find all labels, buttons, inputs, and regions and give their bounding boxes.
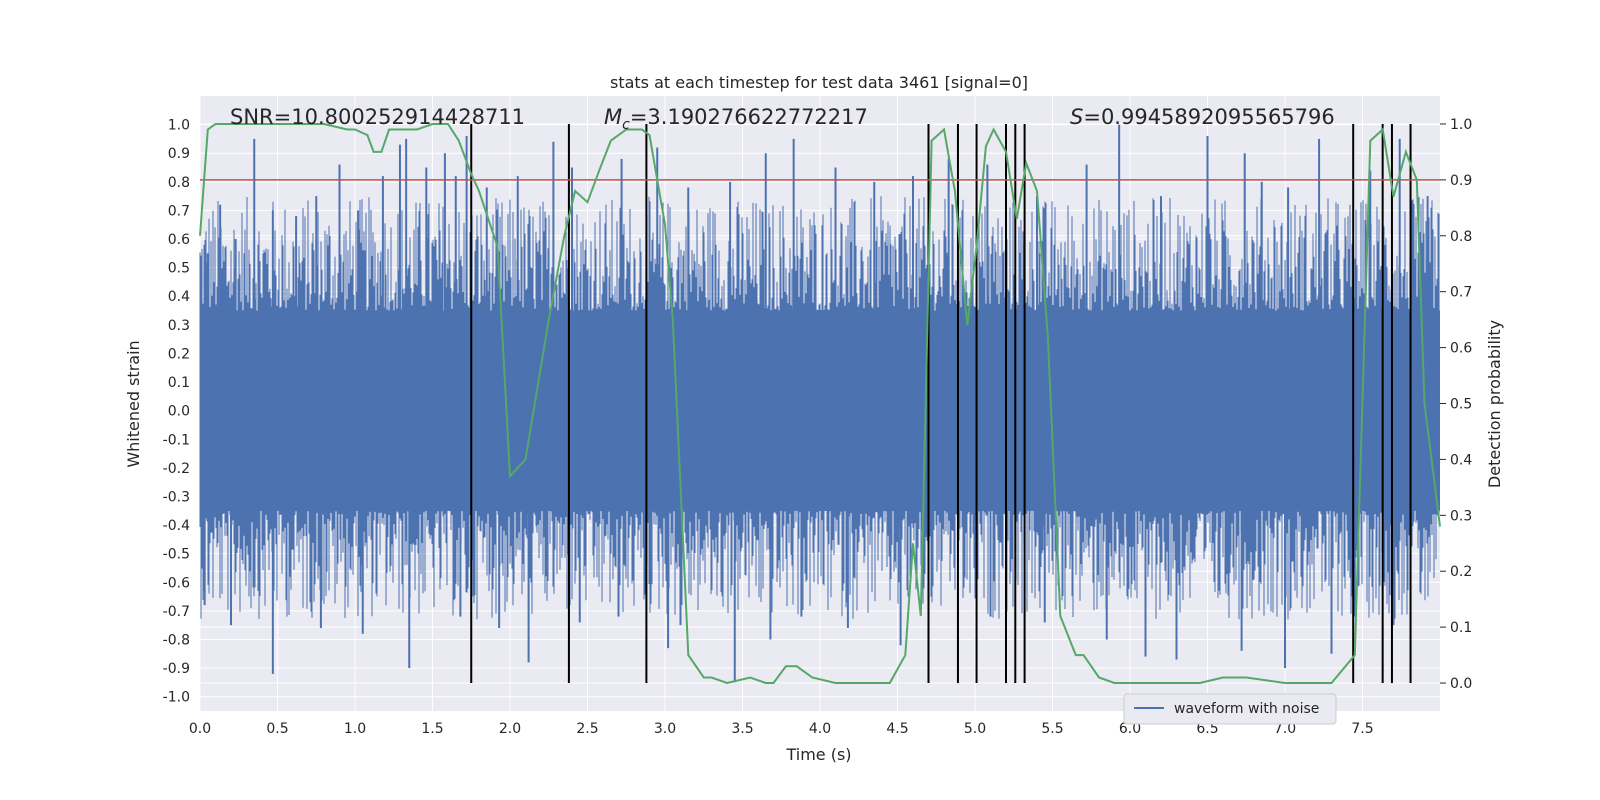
x-tick-label: 4.0 — [809, 721, 831, 737]
snr-annotation: SNR=10.800252914428711 — [230, 105, 525, 129]
y-right-tick-label: 0.8 — [1450, 229, 1472, 245]
y-tick-label: -0.5 — [163, 547, 190, 563]
x-tick-label: 5.0 — [964, 721, 986, 737]
y-right-tick-label: 0.2 — [1450, 564, 1472, 580]
y-tick-label: 0.6 — [168, 232, 190, 248]
y-tick-label: -0.6 — [163, 575, 190, 591]
y-tick-label: -0.1 — [163, 432, 190, 448]
y-tick-label: 0.2 — [168, 346, 190, 362]
waveform-noise — [199, 196, 1440, 620]
y-tick-label: -1.0 — [163, 690, 190, 706]
x-tick-label: 6.0 — [1119, 721, 1141, 737]
probability-line — [199, 123, 1441, 685]
x-tick-label: 3.0 — [654, 721, 676, 737]
y-tick-label: 1.0 — [168, 118, 190, 134]
chirp-mass-subscript: c — [622, 117, 630, 133]
y-axis-ticks: 1.0 0.9 0.8 0.7 0.6 0.5 0.4 0.3 0.2 0.1 0.0 -0.1 -0.… — [163, 118, 190, 706]
x-tick-label: 6.5 — [1196, 721, 1218, 737]
x-tick-label: 3.5 — [731, 721, 753, 737]
y-right-tick-label: 0.9 — [1450, 173, 1472, 189]
y-tick-label: 0.4 — [168, 289, 190, 305]
y-right-tick-label: 0.3 — [1450, 508, 1472, 524]
y-tick-label: 0.3 — [168, 318, 190, 334]
y-right-tick-label: 0.4 — [1450, 452, 1472, 468]
y-axis-label: Whitened strain — [124, 340, 143, 467]
y-tick-label: 0.0 — [168, 404, 190, 420]
x-tick-label: 1.0 — [344, 721, 366, 737]
detection-score-annotation: S=0.9945892095565796 — [1070, 105, 1335, 129]
legend-label: waveform with noise — [1174, 701, 1319, 717]
chirp-mass-value: =3.190276622772217 — [630, 105, 868, 129]
x-tick-label: 0.5 — [266, 721, 288, 737]
legend-box — [1123, 693, 1337, 725]
y-right-tick-label: 0.5 — [1450, 397, 1472, 413]
y-axis-right-ticks: 1.0 0.9 0.8 0.7 0.6 0.5 0.4 0.3 0.2 0.1 0.0 — [1440, 117, 1472, 692]
y-axis-right-label: Detection probability — [1485, 320, 1504, 488]
y-tick-label: -0.3 — [163, 489, 190, 505]
y-right-tick-label: 0.6 — [1450, 341, 1472, 357]
y-tick-label: -0.2 — [163, 461, 190, 477]
chirp-mass-annotation: Mc=3.190276622772217 — [604, 105, 868, 133]
x-tick-label: 4.5 — [886, 721, 908, 737]
x-tick-label: 5.5 — [1041, 721, 1063, 737]
y-tick-label: 0.9 — [168, 146, 190, 162]
probability-series — [199, 123, 1441, 685]
y-tick-label: -0.7 — [163, 604, 190, 620]
x-axis-label: Time (s) — [785, 745, 851, 764]
waveform-series — [199, 124, 1440, 683]
y-right-tick-label: 0.1 — [1450, 620, 1472, 636]
y-tick-label: -0.8 — [163, 632, 190, 648]
snr-value: 10.800252914428711 — [291, 105, 525, 129]
x-tick-label: 1.5 — [421, 721, 443, 737]
x-tick-label: 7.0 — [1274, 721, 1296, 737]
legend: waveform with noise — [1123, 693, 1337, 725]
y-right-tick-label: 0.7 — [1450, 285, 1472, 301]
y-tick-label: 0.5 — [168, 261, 190, 277]
chart-title: stats at each timestep for test data 346… — [610, 73, 1028, 92]
y-right-tick-label: 0.0 — [1450, 676, 1472, 692]
y-right-tick-label: 1.0 — [1450, 117, 1472, 133]
y-tick-label: 0.7 — [168, 203, 190, 219]
x-tick-label: 7.5 — [1351, 721, 1373, 737]
chirp-mass-symbol: M — [604, 105, 622, 129]
x-tick-label: 2.5 — [576, 721, 598, 737]
x-tick-label: 0.0 — [189, 721, 211, 737]
x-axis-ticks: 0.0 0.5 1.0 1.5 2.0 2.5 3.0 3.5 4.0 4.5 5.0 5.5 6.0 6… — [189, 721, 1374, 737]
detection-score-symbol: S — [1070, 105, 1083, 129]
snr-label: SNR= — [230, 105, 291, 129]
detection-score-value: =0.9945892095565796 — [1083, 105, 1334, 129]
y-tick-label: 0.8 — [168, 175, 190, 191]
trigger-lines — [470, 123, 1412, 684]
y-tick-label: -0.9 — [163, 661, 190, 677]
y-tick-label: 0.1 — [168, 375, 190, 391]
x-tick-label: 2.0 — [499, 721, 521, 737]
y-tick-label: -0.4 — [163, 518, 190, 534]
